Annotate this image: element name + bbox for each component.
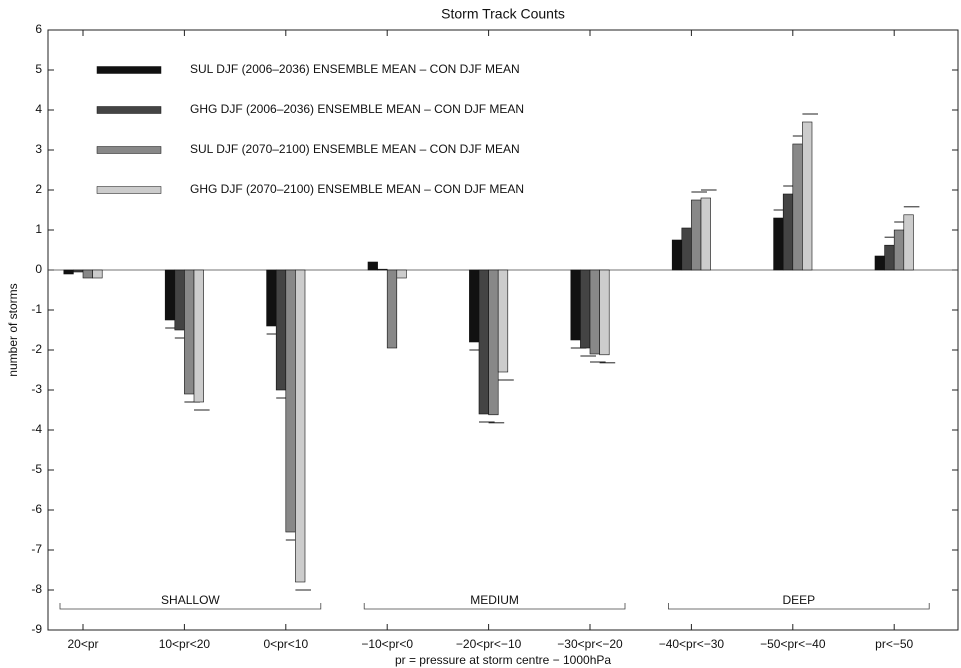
y-tick-label: -5: [31, 462, 42, 476]
bar: [691, 199, 702, 271]
legend-swatch: [96, 186, 162, 194]
bar: [193, 269, 204, 403]
x-tick-label: 20<pr: [67, 637, 98, 651]
y-tick-label: -3: [31, 382, 42, 396]
x-tick-label: pr<−50: [875, 637, 913, 651]
y-tick-label: -7: [31, 542, 42, 556]
y-tick-label: -1: [31, 302, 42, 316]
bar: [488, 269, 499, 416]
y-tick-label: -9: [31, 622, 42, 636]
bar: [893, 229, 905, 271]
legend-label: SUL DJF (2070–2100) ENSEMBLE MEAN – CON …: [190, 142, 520, 156]
bar: [580, 269, 591, 349]
bar: [773, 217, 784, 271]
group-bracket: [363, 603, 626, 610]
y-tick-label: 1: [35, 222, 42, 236]
chart-title: Storm Track Counts: [441, 6, 565, 22]
legend-label: GHG DJF (2070–2100) ENSEMBLE MEAN – CON …: [190, 182, 524, 196]
bar: [396, 269, 407, 279]
bar: [295, 269, 306, 583]
group-label: SHALLOW: [161, 593, 220, 607]
y-tick-label: 0: [35, 262, 42, 276]
bar: [377, 268, 388, 271]
x-axis-label: pr = pressure at storm centre − 1000hPa: [395, 653, 611, 667]
y-tick-label: -6: [31, 502, 42, 516]
bar: [184, 269, 195, 395]
y-tick-label: 6: [35, 22, 42, 36]
bar: [681, 227, 692, 271]
bar: [469, 269, 480, 343]
y-tick-label: 3: [35, 142, 42, 156]
y-tick-label: -2: [31, 342, 42, 356]
y-tick-label: 2: [35, 182, 42, 196]
bar: [164, 269, 176, 321]
y-tick-label: -8: [31, 582, 42, 596]
group-label: MEDIUM: [470, 593, 519, 607]
bar: [782, 193, 794, 271]
x-tick-label: −50<pr<−40: [760, 637, 826, 651]
x-tick-label: −20<pr<−10: [456, 637, 522, 651]
legend-swatch: [96, 66, 162, 74]
plot-frame: [47, 29, 959, 631]
bar: [285, 269, 296, 533]
bar: [570, 269, 581, 341]
bar: [700, 197, 711, 271]
bar: [884, 244, 895, 271]
bar: [802, 121, 813, 271]
bar: [73, 269, 84, 273]
bar: [82, 269, 93, 279]
bar: [275, 269, 287, 391]
bar: [174, 269, 185, 331]
y-tick-label: -4: [31, 422, 42, 436]
y-axis-label: number of storms: [6, 283, 20, 376]
bar: [386, 269, 398, 349]
x-tick-label: 10<pr<20: [159, 637, 211, 651]
bar: [497, 269, 509, 373]
legend-swatch: [96, 106, 162, 114]
x-tick-label: −40<pr<−30: [659, 637, 725, 651]
bar: [874, 255, 885, 271]
bar: [266, 269, 277, 327]
legend-swatch: [96, 146, 162, 154]
bar: [478, 269, 489, 415]
legend-label: SUL DJF (2006–2036) ENSEMBLE MEAN – CON …: [190, 62, 520, 76]
bar: [671, 239, 683, 271]
y-tick-label: 5: [35, 62, 42, 76]
group-label: DEEP: [782, 593, 815, 607]
bar: [792, 143, 803, 271]
bar: [589, 269, 600, 355]
group-bracket: [59, 603, 322, 610]
bar: [903, 214, 914, 271]
bar: [92, 269, 103, 279]
bar: [599, 269, 610, 356]
x-tick-label: −10<pr<0: [361, 637, 413, 651]
x-tick-label: −30<pr<−20: [557, 637, 623, 651]
bar: [63, 269, 74, 275]
bar: [367, 261, 378, 271]
legend-label: GHG DJF (2006–2036) ENSEMBLE MEAN – CON …: [190, 102, 524, 116]
x-tick-label: 0<pr<10: [263, 637, 308, 651]
y-tick-label: 4: [35, 102, 42, 116]
group-bracket: [668, 603, 930, 610]
